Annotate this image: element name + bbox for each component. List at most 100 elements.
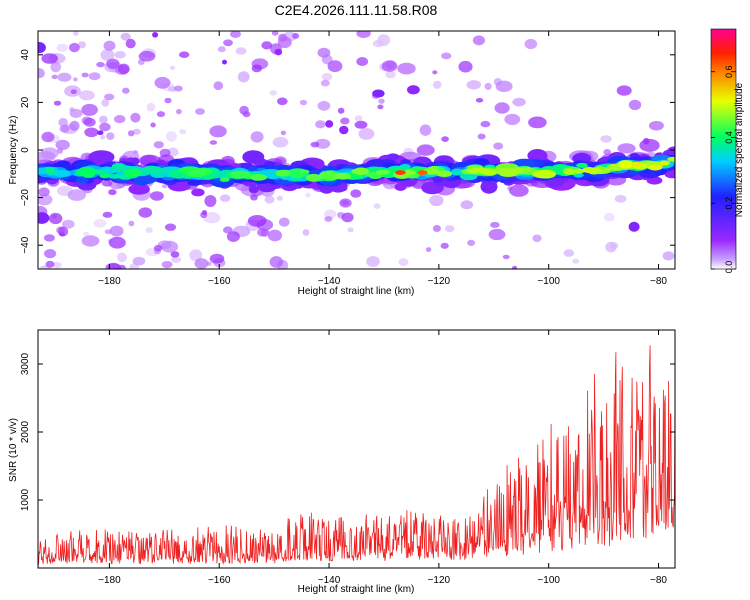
x-tick-label: −140 xyxy=(318,276,341,287)
heatmap-blob xyxy=(125,38,136,49)
heatmap-blob xyxy=(365,172,379,178)
heatmap-blob xyxy=(81,72,89,78)
x-tick-label: −120 xyxy=(428,276,451,287)
heatmap-blob xyxy=(58,118,68,127)
y-tick-label: −40 xyxy=(20,236,31,253)
heatmap-blob xyxy=(317,100,331,111)
heatmap-blob xyxy=(527,149,548,163)
heatmap-blob xyxy=(493,142,504,150)
heatmap-blob xyxy=(122,87,130,94)
heatmap-blob xyxy=(138,207,153,218)
heatmap-blob xyxy=(44,167,56,173)
heatmap-blob xyxy=(354,115,363,122)
heatmap-blob xyxy=(170,256,182,263)
heatmap-blob xyxy=(341,212,354,223)
x-tick-label: −140 xyxy=(318,575,341,586)
heatmap-blob xyxy=(152,32,159,38)
heatmap-blob xyxy=(339,198,352,208)
heatmap-blob xyxy=(261,41,273,50)
heatmap-blob xyxy=(179,51,190,58)
heatmap-blob xyxy=(127,168,142,176)
heatmap-blob xyxy=(76,177,89,184)
heatmap-blob xyxy=(38,42,46,54)
heatmap-blobs xyxy=(38,31,675,269)
heatmap-blob xyxy=(151,169,161,174)
heatmap-blob xyxy=(278,217,290,227)
heatmap-blob xyxy=(57,72,72,82)
figure-title: C2E4.2026.111.11.58.R08 xyxy=(275,2,438,18)
snr-ticks: −180 −160 −140 −120 −100 −80 1000 2000 3000 xyxy=(20,330,675,586)
heatmap-blob xyxy=(69,108,83,118)
x-tick-label: −160 xyxy=(208,575,231,586)
heatmap-blob xyxy=(150,122,156,128)
heatmap-blob xyxy=(318,171,338,180)
heatmap-blob xyxy=(375,169,390,175)
spectrogram-ylabel: Frequency (Hz) xyxy=(8,116,19,185)
heatmap-blob xyxy=(440,242,449,249)
heatmap-blob xyxy=(502,254,510,260)
heatmap-blob xyxy=(648,120,664,131)
x-tick-label: −160 xyxy=(208,276,231,287)
heatmap-blob xyxy=(305,173,322,182)
heatmap-blob xyxy=(356,31,371,38)
colorbar-label: Normalized spectral amplitude xyxy=(734,82,745,217)
heatmap-blob xyxy=(494,102,510,114)
heatmap-blob xyxy=(170,251,180,258)
heatmap-blob xyxy=(187,179,202,186)
heatmap-blob xyxy=(358,127,375,140)
heatmap-blob xyxy=(480,168,497,176)
heatmap-blob xyxy=(605,241,617,253)
heatmap-blob xyxy=(532,234,542,243)
heatmap-blob xyxy=(320,79,330,87)
y-tick-label: 3000 xyxy=(20,352,31,375)
heatmap-blob xyxy=(460,200,474,210)
heatmap-blob xyxy=(127,130,135,137)
heatmap-blob xyxy=(251,64,263,73)
heatmap-blob xyxy=(327,60,343,73)
heatmap-blob xyxy=(179,129,187,135)
heatmap-blob xyxy=(385,71,396,79)
heatmap-blob xyxy=(310,141,320,148)
heatmap-blob xyxy=(102,211,113,218)
heatmap-blob xyxy=(161,184,168,189)
heatmap-blob xyxy=(466,80,482,90)
heatmap-blob xyxy=(219,194,231,202)
heatmap-blob xyxy=(84,127,99,138)
heatmap-blob xyxy=(73,77,78,82)
heatmap-blob xyxy=(299,99,308,106)
heatmap-blob xyxy=(628,99,642,111)
heatmap-blob xyxy=(153,244,163,252)
heatmap-blob xyxy=(305,192,311,198)
heatmap-blob xyxy=(278,33,288,42)
heatmap-blob xyxy=(269,90,278,96)
heatmap-blob xyxy=(133,174,151,186)
heatmap-blob xyxy=(133,150,138,155)
heatmap-blob xyxy=(404,169,416,175)
heatmap-blob xyxy=(350,189,362,198)
heatmap-blob xyxy=(302,229,310,236)
spectrogram-plot-area xyxy=(38,31,675,269)
heatmap-blob xyxy=(563,249,575,257)
heatmap-blob xyxy=(223,226,233,234)
heatmap-blob xyxy=(213,81,224,91)
heatmap-blob xyxy=(132,256,146,266)
y-tick-label: 20 xyxy=(20,96,31,108)
heatmap-blob xyxy=(432,225,441,232)
heatmap-blob xyxy=(81,235,100,247)
heatmap-blob xyxy=(325,120,334,128)
spectrogram-xlabel: Height of straight line (km) xyxy=(298,286,415,297)
heatmap-blob xyxy=(271,31,279,36)
heatmap-blob xyxy=(432,80,442,89)
snr-ylabel: SNR (10 * v/v) xyxy=(8,418,19,482)
y-tick-label: 0 xyxy=(20,147,31,153)
heatmap-blob xyxy=(441,136,449,143)
heatmap-blob xyxy=(97,130,104,135)
heatmap-blob xyxy=(475,98,484,103)
heatmap-blob xyxy=(209,140,218,145)
heatmap-blob xyxy=(101,99,110,107)
heatmap-blob xyxy=(78,90,95,101)
heatmap-blob xyxy=(164,97,172,104)
y-tick-label: 1000 xyxy=(20,488,31,511)
x-tick-label: −180 xyxy=(98,276,121,287)
heatmap-blob xyxy=(108,236,126,249)
